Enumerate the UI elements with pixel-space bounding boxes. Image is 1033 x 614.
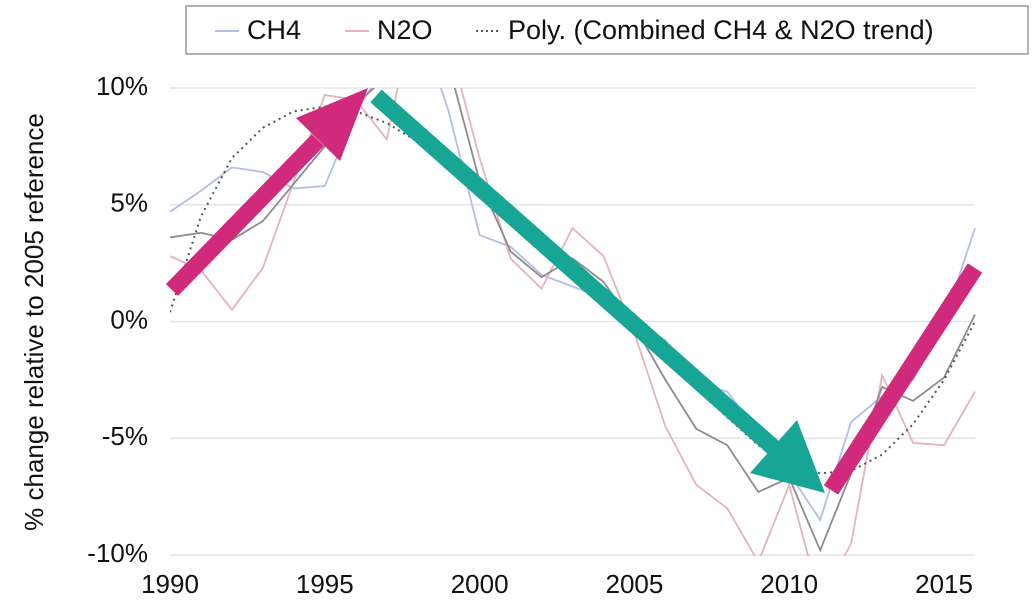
x-tick-label: 2015: [915, 569, 973, 599]
y-tick-label: 5%: [110, 188, 148, 218]
y-tick-label: 10%: [96, 71, 148, 101]
legend-label: CH4: [247, 15, 301, 45]
y-axis-label: % change relative to 2005 reference: [19, 113, 49, 531]
x-tick-label: 1995: [296, 569, 354, 599]
x-tick-label: 2005: [606, 569, 664, 599]
series-line: [170, 88, 976, 523]
x-tick-label: 2010: [760, 569, 818, 599]
legend-label: Poly. (Combined CH4 & N2O trend): [508, 15, 934, 45]
legend-box: [185, 5, 1029, 55]
y-tick-label: 0%: [110, 304, 148, 334]
arrow-head: [750, 420, 825, 493]
y-tick-label: -10%: [87, 538, 148, 568]
arrow-shaft: [165, 134, 325, 296]
series-line: [170, 88, 976, 553]
arrow-shaft: [823, 263, 983, 495]
annotation-arrows: [165, 88, 983, 495]
arrow-shaft: [370, 89, 781, 456]
y-tick-label: -5%: [102, 421, 148, 451]
series-line: [170, 88, 976, 556]
arrow-head: [296, 88, 368, 161]
x-tick-label: 2000: [451, 569, 509, 599]
legend-label: N2O: [377, 15, 433, 45]
x-tick-label: 1990: [141, 569, 199, 599]
